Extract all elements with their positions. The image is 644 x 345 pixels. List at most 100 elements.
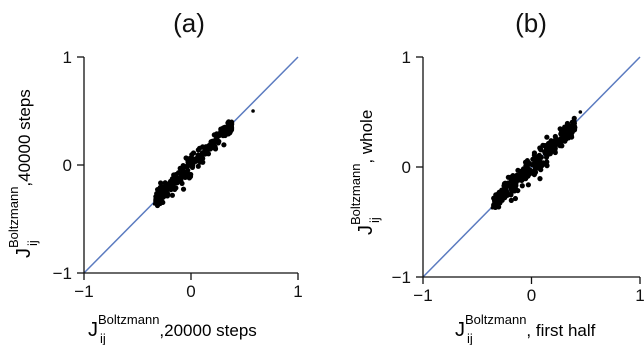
panel-a-y-label: JBoltzmann,40000 steps ij xyxy=(6,89,40,258)
panel-b-point xyxy=(519,183,525,189)
svg-text:JBoltzmann, whole: JBoltzmann, whole xyxy=(348,110,377,235)
panel-a-point xyxy=(180,163,186,169)
panel-b-point xyxy=(552,133,558,140)
panel-b-point xyxy=(532,159,538,165)
panel-b-point xyxy=(519,172,525,178)
panel-b-point xyxy=(540,160,546,166)
panel-b-y-label-base: J xyxy=(355,225,377,235)
panel-a-point xyxy=(221,142,227,148)
panel-b-title: (b) xyxy=(515,8,547,38)
panel-a-x-tick-label: 0 xyxy=(186,282,195,301)
panel-b-point xyxy=(508,197,514,203)
panel-a-point xyxy=(175,170,182,176)
panel-a-x-label-base: J xyxy=(88,319,98,341)
panel-a-y-label-tail: ,40000 steps xyxy=(15,89,34,186)
panel-a-ticks: −1 0 1 −1 0 1 xyxy=(53,48,303,301)
panel-a-point xyxy=(188,158,194,164)
panel-b-point xyxy=(511,180,518,186)
panel-a-point xyxy=(190,150,197,156)
panel-a-y-label-base: J xyxy=(13,248,35,258)
panel-a-point xyxy=(225,128,232,134)
panel-a-y-tick-label: −1 xyxy=(53,264,72,283)
panel-a-x-label-tail: ,20000 steps xyxy=(159,321,256,340)
svg-text:JBoltzmann,40000 steps: JBoltzmann,40000 steps xyxy=(6,89,35,258)
panel-a-point xyxy=(185,171,191,177)
panel-b-outlier-point xyxy=(578,110,583,114)
panel-a-point xyxy=(183,155,189,161)
panel-a: (a) −1 0 1−101 JBoltzmann,20000 steps ij J… xyxy=(6,8,303,345)
panel-a-x-label-sup: Boltzmann xyxy=(98,312,159,327)
panel-a-x-tick-label: −1 xyxy=(74,282,93,301)
panel-b-point xyxy=(552,141,558,148)
panel-b-x-tick-label: 1 xyxy=(635,286,644,305)
panel-b-point xyxy=(538,147,544,153)
panel-b-point xyxy=(537,176,543,182)
panel-b-x-label-sup: Boltzmann xyxy=(465,312,526,327)
panel-b-point xyxy=(510,172,516,179)
panel-b-y-tick-label: 0 xyxy=(402,158,411,177)
panel-a-point xyxy=(179,180,185,186)
panel-b-points xyxy=(490,110,583,211)
panel-b-point xyxy=(536,155,542,161)
panel-a-point xyxy=(180,186,187,192)
panel-a-point xyxy=(220,132,226,139)
panel-a-point xyxy=(200,150,206,156)
panel-a-y-tick-label: 0 xyxy=(63,156,72,175)
panel-a-point xyxy=(195,163,201,169)
panel-b-point xyxy=(565,129,571,135)
panel-a-outlier-point xyxy=(152,202,157,206)
panel-b-x-tick-label: 0 xyxy=(527,286,536,305)
panel-a-y-tick-label: 1 xyxy=(63,48,72,67)
panel-a-point xyxy=(172,176,178,182)
panel-a-point xyxy=(185,163,191,169)
panel-b-y-label-sub: ij xyxy=(367,217,382,223)
panel-a-point xyxy=(180,171,186,177)
panel-b-point xyxy=(548,141,554,148)
panel-b-point xyxy=(503,185,509,192)
panel-a-points xyxy=(152,109,255,209)
panel-a-outlier-point xyxy=(251,109,255,113)
panel-a-title: (a) xyxy=(173,8,205,38)
panel-a-point xyxy=(214,138,220,145)
panel-b-x-tick-label: −1 xyxy=(413,286,432,305)
panel-b-y-label-sup: Boltzmann xyxy=(348,164,363,225)
panel-b-y-tick-label: 1 xyxy=(402,48,411,67)
panel-b-point xyxy=(565,124,572,131)
panel-b-point xyxy=(553,137,559,143)
panel-b-x-label: JBoltzmann, first half xyxy=(455,312,596,341)
panel-b-x-label-base: J xyxy=(455,319,465,341)
panel-a-point xyxy=(200,159,206,165)
panel-a-point xyxy=(156,197,162,203)
panel-b-y-label-tail: , whole xyxy=(357,110,376,164)
panel-a-x-tick-label: 1 xyxy=(293,282,302,301)
panel-a-point xyxy=(193,156,200,162)
panel-b-x-label-sub: ij xyxy=(467,331,473,345)
panel-b-point xyxy=(570,127,576,134)
panel-b-point xyxy=(544,163,550,169)
panel-a-x-label: JBoltzmann,20000 steps xyxy=(88,312,257,341)
panel-b-point xyxy=(495,198,501,204)
panel-b-point xyxy=(548,148,555,154)
panel-b-point xyxy=(542,143,549,149)
panel-a-point xyxy=(213,134,220,140)
panel-b-point xyxy=(522,166,528,172)
panel-b-point xyxy=(531,150,538,156)
panel-b-y-tick-label: −1 xyxy=(392,268,411,287)
panel-b-point xyxy=(543,154,550,160)
panel-b-ticks: −1 0 1 −1 0 1 xyxy=(392,48,644,305)
panel-b-point xyxy=(544,134,550,140)
panel-b-point xyxy=(511,188,518,194)
panel-b: (b) −1 0 1 −1 0 1 JBoltzmann, first half ij J… xyxy=(348,8,644,345)
panel-a-x-label-sub: ij xyxy=(100,331,106,345)
panel-a-point xyxy=(169,192,175,198)
panel-a-point xyxy=(161,185,167,191)
panel-b-point xyxy=(530,170,536,176)
panel-a-y-label-sub: ij xyxy=(25,240,40,246)
panel-a-point xyxy=(171,184,177,190)
panel-a-point xyxy=(196,145,203,151)
panel-a-point xyxy=(221,126,228,132)
panel-b-point xyxy=(524,158,530,164)
panel-b-point xyxy=(501,191,507,197)
panel-a-point xyxy=(155,190,161,197)
